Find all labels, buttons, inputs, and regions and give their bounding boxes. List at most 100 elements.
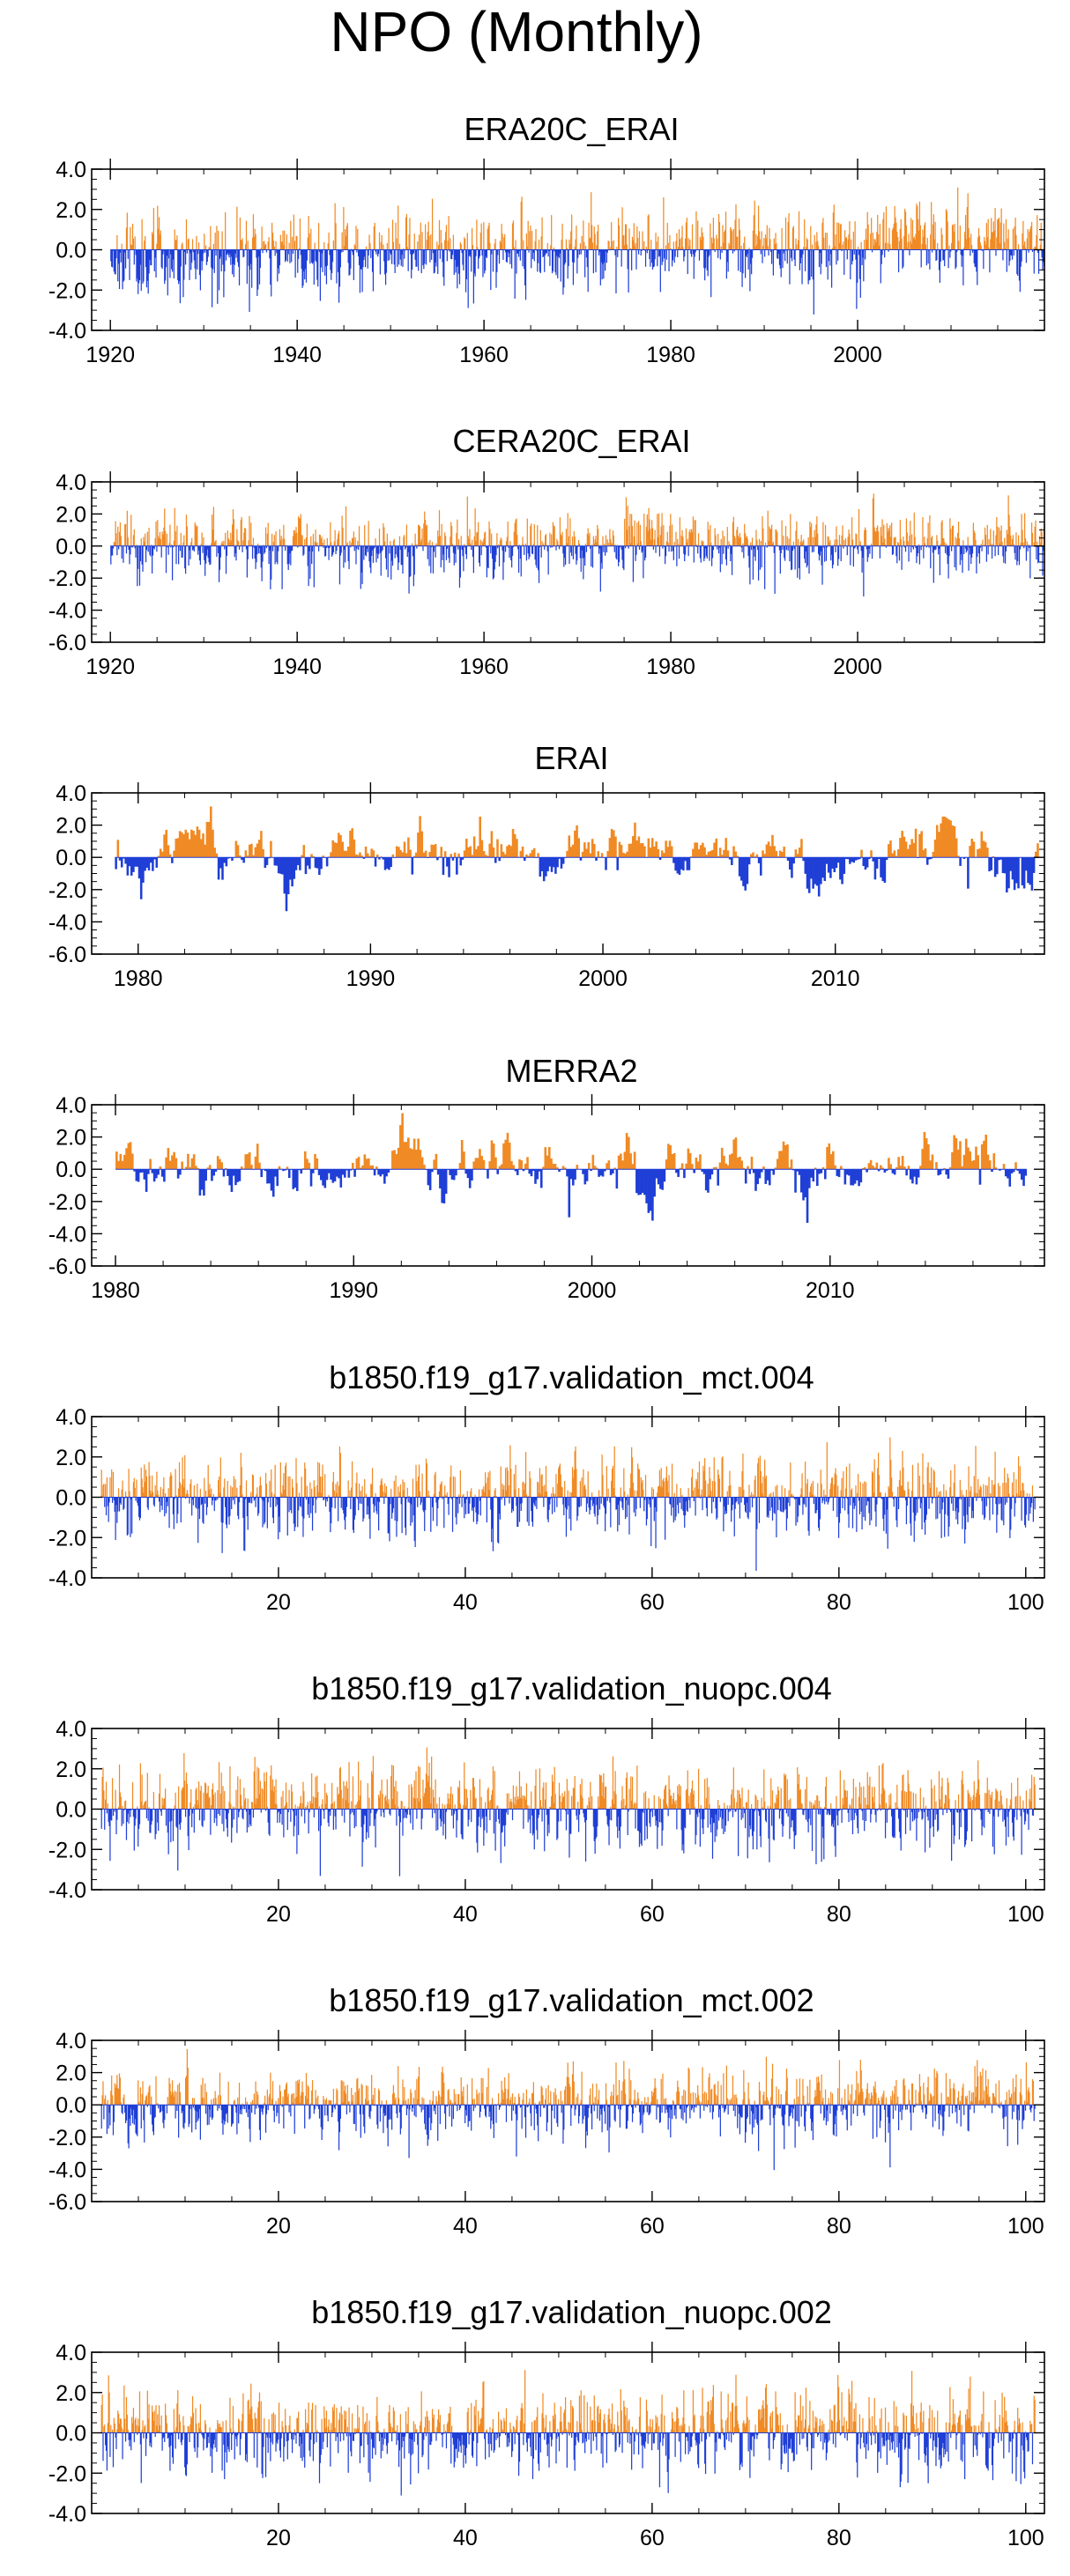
negative-bar <box>387 545 389 578</box>
positive-bar <box>762 246 764 250</box>
positive-bar <box>467 847 470 858</box>
positive-bar <box>992 855 995 858</box>
positive-bar <box>966 207 968 250</box>
positive-bar <box>314 1486 316 1498</box>
negative-bar <box>259 545 261 554</box>
positive-bar <box>1011 1482 1014 1498</box>
positive-bar <box>211 543 212 546</box>
negative-bar <box>1024 1497 1026 1526</box>
positive-bar <box>189 1166 191 1170</box>
positive-bar <box>712 218 714 250</box>
positive-bar <box>483 222 485 250</box>
negative-bar <box>851 249 853 265</box>
positive-bar <box>381 1478 383 1498</box>
negative-bar <box>558 545 561 550</box>
positive-bar <box>228 539 230 546</box>
positive-bar <box>404 535 405 546</box>
negative-bar <box>723 1497 724 1532</box>
positive-bar <box>485 855 487 858</box>
positive-bar <box>890 248 892 250</box>
positive-bar <box>221 231 223 250</box>
positive-bar <box>158 1494 160 1498</box>
positive-bar <box>883 524 885 546</box>
negative-bar <box>464 545 467 554</box>
positive-bar <box>750 1157 754 1170</box>
positive-bar <box>838 242 841 250</box>
positive-bar <box>973 1476 975 1498</box>
negative-bar <box>981 1497 983 1501</box>
negative-bar <box>204 249 206 253</box>
negative-bar <box>559 249 561 254</box>
positive-bar <box>977 1478 979 1498</box>
negative-bar <box>1029 857 1031 885</box>
negative-bar <box>384 249 387 285</box>
negative-bar <box>358 1497 360 1511</box>
negative-bar <box>412 545 414 587</box>
negative-bar <box>432 249 435 254</box>
positive-bar <box>697 533 700 546</box>
negative-bar <box>247 1497 249 1530</box>
positive-bar <box>624 224 627 250</box>
negative-bar <box>563 1497 565 1516</box>
positive-bar <box>444 1485 446 1498</box>
negative-bar <box>989 1497 991 1521</box>
positive-bar <box>322 1464 323 1498</box>
negative-bar <box>180 249 182 267</box>
negative-bar <box>572 545 575 559</box>
positive-bar <box>717 534 719 546</box>
negative-bar <box>824 1169 827 1180</box>
positive-bar <box>176 235 178 250</box>
negative-bar <box>325 1169 329 1181</box>
positive-bar <box>999 243 1001 250</box>
negative-bar <box>624 545 627 549</box>
positive-bar <box>647 215 649 250</box>
negative-bar <box>738 1497 739 1505</box>
positive-bar <box>488 1490 490 1498</box>
positive-bar <box>774 1167 777 1170</box>
positive-bar <box>345 229 346 250</box>
negative-bar <box>757 545 759 551</box>
positive-bar <box>795 238 797 250</box>
positive-bar <box>712 1166 716 1170</box>
positive-bar <box>851 1488 853 1498</box>
negative-bar <box>268 545 270 565</box>
positive-bar <box>472 245 474 250</box>
positive-bar <box>130 514 132 546</box>
positive-bar <box>463 1493 464 1498</box>
positive-bar <box>509 541 511 546</box>
negative-bar <box>981 249 983 251</box>
negative-bar <box>382 857 385 860</box>
positive-bar <box>885 206 888 250</box>
positive-bar <box>762 529 764 546</box>
positive-bar <box>653 846 656 858</box>
negative-bar <box>891 545 894 555</box>
positive-bar <box>638 1469 641 1498</box>
positive-bar <box>702 236 704 250</box>
positive-bar <box>895 222 897 250</box>
negative-bar <box>599 545 601 592</box>
positive-bar <box>407 1137 410 1170</box>
negative-bar <box>417 1497 419 1507</box>
positive-bar <box>972 1159 976 1170</box>
positive-bar <box>286 1496 288 1498</box>
negative-bar <box>311 249 313 263</box>
negative-bar <box>297 1497 299 1528</box>
positive-bar <box>191 239 194 250</box>
positive-bar <box>220 543 222 546</box>
negative-bar <box>856 857 859 860</box>
positive-bar <box>462 1495 464 1498</box>
negative-bar <box>329 249 331 255</box>
positive-bar <box>830 1483 832 1498</box>
positive-bar <box>921 544 923 546</box>
negative-bar <box>401 1497 403 1534</box>
negative-bar <box>704 545 706 559</box>
negative-bar <box>618 1497 620 1526</box>
negative-bar <box>472 545 474 574</box>
negative-bar <box>661 249 663 265</box>
positive-bar <box>1007 495 1009 546</box>
negative-bar <box>118 249 120 264</box>
negative-bar <box>398 545 400 563</box>
negative-bar <box>982 1497 984 1515</box>
positive-bar <box>681 529 683 546</box>
negative-bar <box>327 545 329 549</box>
